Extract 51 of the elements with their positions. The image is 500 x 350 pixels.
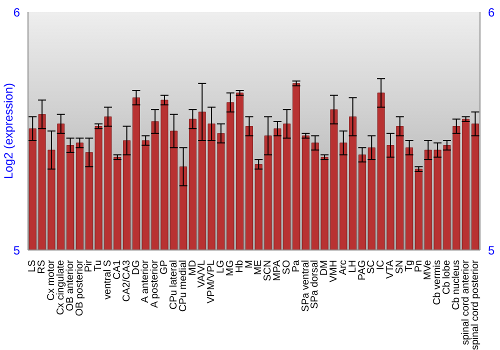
- y-axis-title: Log2 (expression): [1, 82, 16, 180]
- x-tick-label: Pa: [290, 260, 302, 272]
- x-tick-label: spinal cord anterior: [460, 259, 472, 346]
- x-tick-label: SC: [366, 260, 378, 274]
- x-tick-label: spinal cord posterior: [470, 259, 481, 350]
- x-tick-label: M: [244, 260, 255, 268]
- x-tick-label: DM: [319, 260, 330, 276]
- x-tick-label: Cx cingulate: [55, 260, 66, 316]
- y2-tick-label: 5: [488, 243, 495, 258]
- x-tick-label: Tg: [404, 260, 415, 272]
- x-tick-label: CPu medial: [178, 260, 189, 312]
- x-tick-label: SN: [394, 260, 406, 274]
- x-tick-label: Hb: [234, 260, 246, 273]
- x-tick-label: ME: [253, 260, 264, 275]
- x-tick-label: Cb lobe: [442, 260, 453, 294]
- x-tick-label: SPa dorsal: [310, 260, 321, 309]
- x-tick-label: Pn: [413, 260, 424, 272]
- x-tick-label: OB posterior: [74, 259, 86, 316]
- x-tick-label: RS: [36, 260, 48, 274]
- x-tick-label: VTA: [385, 260, 396, 279]
- x-tick-label: ventral S: [102, 260, 114, 300]
- x-tick-label: VPM/VPL: [206, 260, 218, 304]
- x-tick-label: Pir: [84, 259, 95, 272]
- x-tick-label: VA/VL: [196, 260, 208, 288]
- x-tick-label: CA2/CA3: [121, 260, 132, 302]
- x-tick-label: A anterior: [140, 259, 152, 303]
- x-tick-label: CA1: [112, 260, 123, 280]
- x-tick-label: CPu lateral: [168, 260, 180, 310]
- x-tick-label: Cb vermis: [432, 260, 444, 306]
- x-tick-label: DG: [130, 260, 142, 275]
- x-tick-label: Arc: [338, 260, 349, 275]
- y2-tick-label: 6: [488, 5, 495, 20]
- x-tick-label: OB anterior: [64, 259, 76, 312]
- x-tick-label: LG: [216, 260, 227, 274]
- x-tick-label: MPA: [272, 260, 284, 281]
- x-tick-label: VMH: [328, 260, 340, 282]
- x-tick-label: LS: [27, 260, 38, 272]
- x-tick-label: MD: [187, 260, 198, 276]
- x-tick-label: Cb nucleus: [450, 260, 462, 310]
- x-tick-label: IC: [376, 260, 387, 270]
- x-tick-label: Cx motor: [46, 259, 58, 301]
- x-tick-label: SPa ventral: [300, 260, 312, 312]
- x-tick-label: SCN: [262, 260, 274, 282]
- x-tick-label: MVe: [422, 260, 434, 280]
- x-tick-label: A posterior: [150, 259, 161, 308]
- x-tick-label: Tu: [93, 260, 104, 272]
- x-tick-label: SO: [281, 260, 292, 274]
- x-tick-label: LH: [347, 260, 358, 273]
- x-tick-label: MG: [224, 260, 236, 276]
- x-tick-label: PAG: [356, 260, 368, 280]
- x-tick-label: GP: [159, 260, 170, 274]
